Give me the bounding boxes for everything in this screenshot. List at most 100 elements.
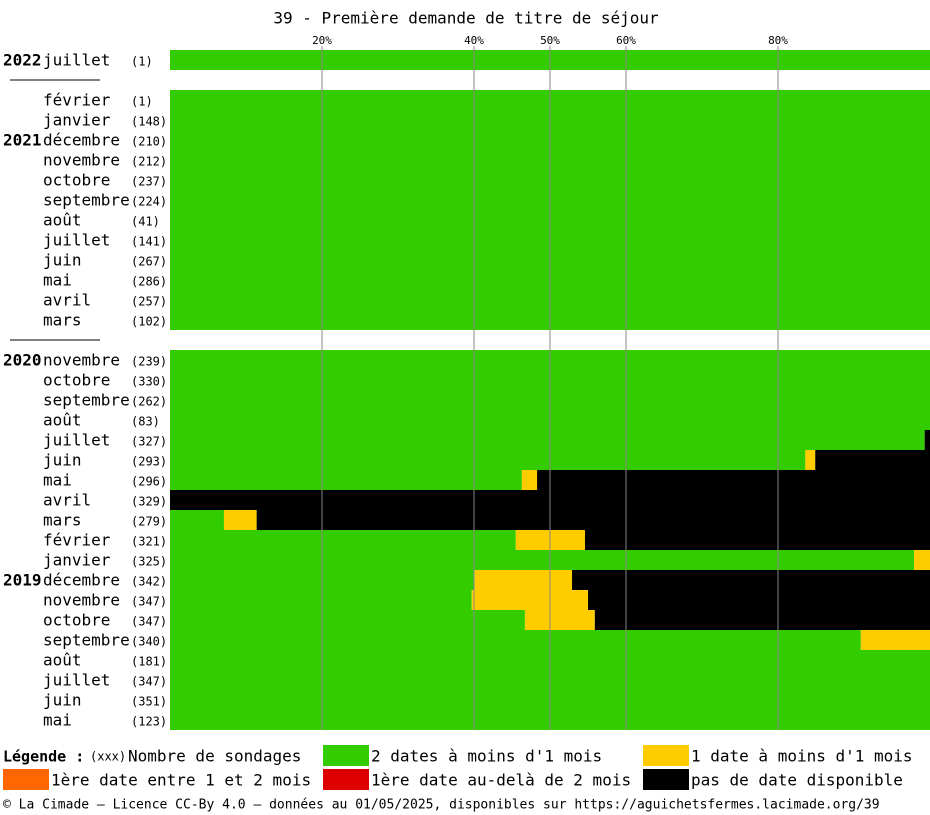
count-label: (141) [131,235,167,249]
x-tick-label: 20% [312,34,332,47]
month-label: mai [43,271,72,290]
legend-label: 1ère date entre 1 et 2 mois [51,771,311,790]
month-label: janvier [43,551,111,570]
month-label: février [43,531,111,550]
overlay [321,46,779,730]
month-label: octobre [43,611,110,630]
month-label: mai [43,711,72,730]
x-tick-label: 50% [540,34,560,47]
count-label: (296) [131,475,167,489]
month-label: octobre [43,371,110,390]
count-label: (1) [131,55,153,69]
month-label: juillet [43,51,110,70]
x-tick-label: 60% [616,34,636,47]
bar-segment [537,470,930,490]
bar-segment [170,530,516,550]
count-label: (41) [131,215,160,229]
bar-segment [521,470,538,490]
bar-segment [170,550,915,570]
month-label: août [43,411,82,430]
month-label: juillet [43,431,110,450]
count-label: (224) [131,195,167,209]
count-legend-label: Nombre de sondages [128,747,301,766]
bar-segment [256,510,930,530]
month-label: novembre [43,151,120,170]
month-label: décembre [43,571,120,590]
legend-title: Légende : [3,748,84,766]
month-label: juillet [43,671,110,690]
count-label: (262) [131,395,167,409]
legend-swatch [3,769,49,790]
count-label: (123) [131,715,167,729]
month-label: septembre [43,631,130,650]
legend-label: 2 dates à moins d'1 mois [371,747,602,766]
count-label: (327) [131,435,167,449]
count-label: (330) [131,375,167,389]
bar-segment [524,610,595,630]
month-label: avril [43,291,91,310]
legend-swatch [323,769,369,790]
month-label: octobre [43,171,110,190]
month-label: avril [43,491,91,510]
month-label: février [43,91,111,110]
month-label: juin [43,691,82,710]
bar-segment [594,610,930,630]
count-label: (212) [131,155,167,169]
count-label: (325) [131,555,167,569]
count-label: (329) [131,495,167,509]
count-label: (83) [131,415,160,429]
month-label: décembre [43,131,120,150]
bar-segment [815,450,930,470]
count-label: (257) [131,295,167,309]
bar-segment [170,430,925,450]
count-label: (347) [131,615,167,629]
bar-segment [588,590,930,610]
footer: © La Cimade – Licence CC-By 4.0 – donnée… [3,798,880,813]
bar-segment [474,570,573,590]
month-label: août [43,651,82,670]
bar-segment [572,570,930,590]
x-tick-label: 80% [768,34,788,47]
legend-swatch [643,745,689,766]
month-label: août [43,211,82,230]
month-label: mars [43,311,82,330]
count-label: (148) [131,115,167,129]
bar-segment [170,450,806,470]
month-label: janvier [43,111,111,130]
count-label: (237) [131,175,167,189]
month-label: juin [43,451,82,470]
legend-label: 1ère date au-delà de 2 mois [371,771,631,790]
bar-segment [223,510,257,530]
bar-segment [584,530,930,550]
x-tick-label: 40% [464,34,484,47]
bar-segment [471,590,588,610]
legend-swatch [323,745,369,766]
legend-label: pas de date disponible [691,771,903,790]
month-label: mars [43,511,82,530]
month-label: septembre [43,391,130,410]
year-label: 2021 [3,131,42,150]
bar-segment [924,430,930,450]
bar-segment [170,630,861,650]
month-label: juillet [43,231,110,250]
month-label: novembre [43,591,120,610]
count-label: (279) [131,515,167,529]
year-label: 2020 [3,351,42,370]
legend-swatch [643,769,689,790]
count-label: (321) [131,535,167,549]
month-label: juin [43,251,82,270]
count-label: (340) [131,635,167,649]
chart-title: 39 - Première demande de titre de séjour [273,9,659,28]
count-label: (210) [131,135,167,149]
count-label: (1) [131,95,153,109]
count-label: (102) [131,315,167,329]
bar-segment [170,610,525,630]
count-label: (347) [131,675,167,689]
count-label: (286) [131,275,167,289]
bar-segment [170,510,224,530]
count-label: (181) [131,655,167,669]
count-label: (267) [131,255,167,269]
count-legend-key: (xxx) [90,750,126,764]
month-label: septembre [43,191,130,210]
